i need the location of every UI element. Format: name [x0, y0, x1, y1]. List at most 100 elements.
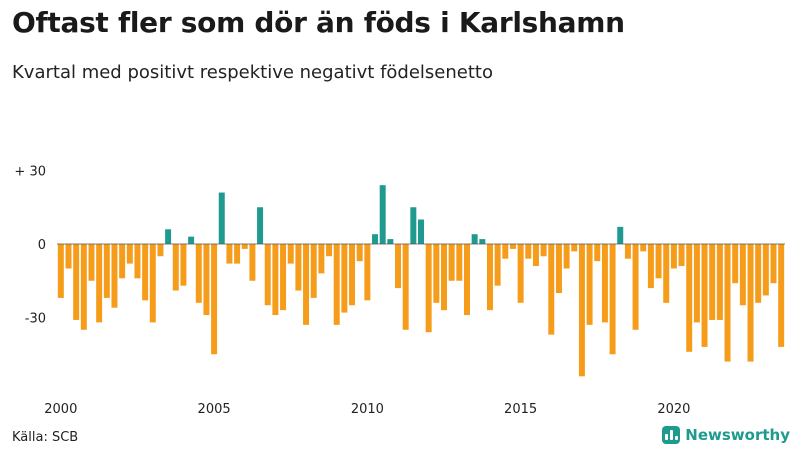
bar — [441, 244, 447, 311]
bar — [594, 244, 601, 262]
bar — [555, 244, 562, 293]
bar — [241, 244, 248, 249]
bar — [65, 244, 72, 269]
bar — [433, 244, 440, 303]
bar — [264, 244, 271, 306]
bar — [770, 244, 777, 284]
bar — [341, 244, 348, 313]
bar — [310, 244, 317, 298]
bar — [471, 234, 478, 244]
bar — [693, 244, 700, 323]
bar — [548, 244, 555, 335]
bar — [119, 244, 126, 279]
bar — [571, 244, 578, 252]
bar — [234, 244, 241, 264]
bar — [203, 244, 210, 316]
bar — [448, 244, 455, 281]
bar — [218, 192, 225, 244]
bar — [670, 244, 677, 269]
chart-subtitle: Kvartal med positivt respektive negativt… — [12, 62, 493, 83]
bar — [663, 244, 670, 303]
bar — [418, 219, 424, 244]
bar-chart-icon — [662, 426, 681, 444]
bar — [57, 244, 64, 298]
x-tick-label: 2015 — [504, 402, 537, 417]
x-tick-label: 2005 — [198, 402, 231, 417]
bar — [280, 244, 287, 311]
bar — [195, 244, 202, 303]
bar — [379, 185, 386, 244]
bar — [540, 244, 547, 257]
bar — [525, 244, 532, 259]
bar — [88, 244, 95, 281]
bar — [188, 236, 195, 244]
source-note: Källa: SCB — [12, 430, 79, 445]
bar — [134, 244, 141, 279]
bar — [617, 226, 624, 244]
bar — [318, 244, 325, 274]
bar — [509, 244, 516, 249]
bar — [126, 244, 133, 264]
bar — [425, 244, 432, 333]
bar — [732, 244, 739, 284]
bar — [103, 244, 110, 298]
bar — [149, 244, 156, 323]
bar — [479, 239, 486, 244]
bar — [111, 244, 118, 308]
bar — [211, 244, 218, 355]
bar — [747, 244, 754, 362]
bar — [180, 244, 187, 286]
bar — [532, 244, 539, 267]
bar — [463, 244, 470, 316]
bar — [333, 244, 340, 325]
bar — [624, 244, 631, 259]
bar — [632, 244, 639, 330]
bar — [257, 207, 264, 244]
bar-chart: + 30 0 -30 2000 2005 2010 2015 2020 — [14, 165, 785, 417]
bar — [724, 244, 731, 362]
bar — [609, 244, 616, 355]
bar — [326, 244, 333, 257]
y-tick-label: 0 — [38, 238, 46, 253]
bar — [356, 244, 363, 262]
bar — [402, 244, 409, 330]
bar — [517, 244, 524, 303]
bar — [778, 244, 785, 347]
x-tick-label: 2000 — [44, 402, 77, 417]
y-tick-label: + 30 — [14, 165, 46, 180]
bar — [686, 244, 693, 352]
x-tick-label: 2010 — [351, 402, 384, 417]
y-axis: + 30 0 -30 — [14, 165, 46, 327]
bars-group — [57, 185, 785, 377]
bar — [486, 244, 493, 311]
bar — [410, 207, 417, 244]
bar — [142, 244, 149, 301]
bar — [502, 244, 509, 259]
bar — [372, 234, 379, 244]
bar — [157, 244, 164, 257]
bar — [226, 244, 233, 264]
bar — [586, 244, 593, 325]
bar — [655, 244, 662, 279]
x-axis: 2000 2005 2010 2015 2020 — [44, 402, 690, 417]
bar — [295, 244, 302, 291]
bar — [272, 244, 279, 316]
bar — [456, 244, 463, 281]
bar — [73, 244, 80, 320]
bar — [640, 244, 647, 252]
bar — [303, 244, 310, 325]
bar — [165, 229, 172, 244]
bar — [709, 244, 716, 320]
bar — [172, 244, 179, 291]
bar — [287, 244, 294, 264]
bar — [395, 244, 401, 289]
brand-logo[interactable]: Newsworthy — [662, 426, 790, 444]
bar — [762, 244, 769, 296]
bar — [678, 244, 685, 267]
bar — [249, 244, 256, 281]
y-tick-label: -30 — [25, 312, 46, 327]
bar — [563, 244, 570, 269]
bar — [601, 244, 608, 323]
bar — [387, 239, 394, 244]
brand-name: Newsworthy — [685, 426, 790, 444]
